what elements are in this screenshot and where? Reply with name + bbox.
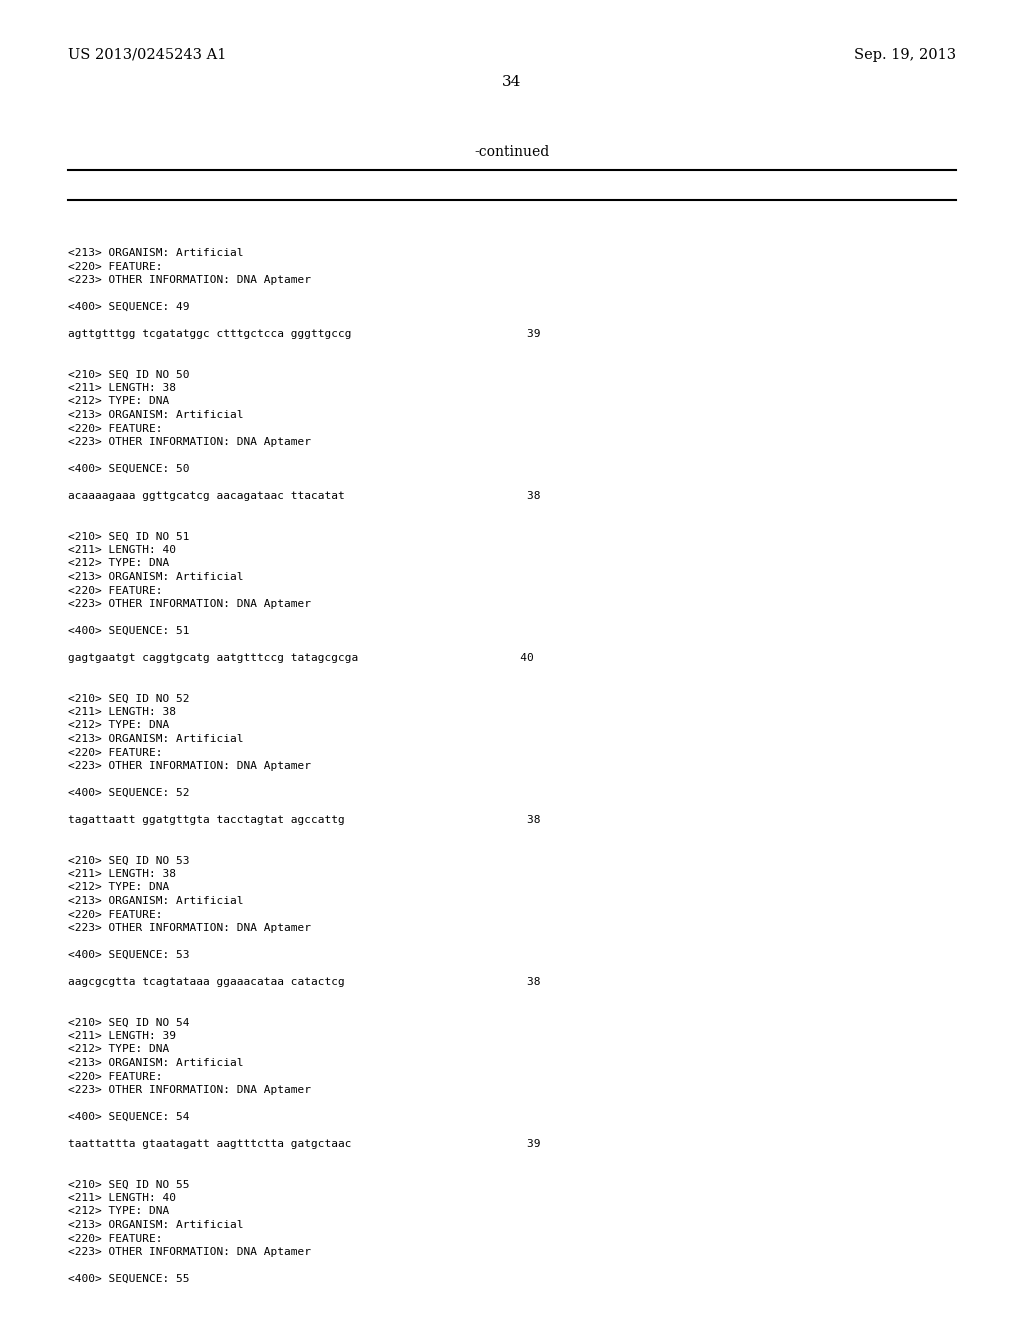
Text: <223> OTHER INFORMATION: DNA Aptamer: <223> OTHER INFORMATION: DNA Aptamer (68, 762, 311, 771)
Text: US 2013/0245243 A1: US 2013/0245243 A1 (68, 48, 226, 62)
Text: <212> TYPE: DNA: <212> TYPE: DNA (68, 1206, 169, 1217)
Text: <223> OTHER INFORMATION: DNA Aptamer: <223> OTHER INFORMATION: DNA Aptamer (68, 275, 311, 285)
Text: <223> OTHER INFORMATION: DNA Aptamer: <223> OTHER INFORMATION: DNA Aptamer (68, 599, 311, 609)
Text: <210> SEQ ID NO 55: <210> SEQ ID NO 55 (68, 1180, 189, 1189)
Text: <400> SEQUENCE: 54: <400> SEQUENCE: 54 (68, 1111, 189, 1122)
Text: <223> OTHER INFORMATION: DNA Aptamer: <223> OTHER INFORMATION: DNA Aptamer (68, 437, 311, 447)
Text: <220> FEATURE:: <220> FEATURE: (68, 747, 163, 758)
Text: <213> ORGANISM: Artificial: <213> ORGANISM: Artificial (68, 248, 244, 257)
Text: <213> ORGANISM: Artificial: <213> ORGANISM: Artificial (68, 1220, 244, 1230)
Text: <211> LENGTH: 40: <211> LENGTH: 40 (68, 545, 176, 554)
Text: <211> LENGTH: 38: <211> LENGTH: 38 (68, 869, 176, 879)
Text: <213> ORGANISM: Artificial: <213> ORGANISM: Artificial (68, 1059, 244, 1068)
Text: <400> SEQUENCE: 52: <400> SEQUENCE: 52 (68, 788, 189, 799)
Text: aagcgcgtta tcagtataaa ggaaacataa catactcg                           38: aagcgcgtta tcagtataaa ggaaacataa catactc… (68, 977, 541, 987)
Text: acaaaagaaa ggttgcatcg aacagataac ttacatat                           38: acaaaagaaa ggttgcatcg aacagataac ttacata… (68, 491, 541, 502)
Text: <400> SEQUENCE: 55: <400> SEQUENCE: 55 (68, 1274, 189, 1284)
Text: <211> LENGTH: 40: <211> LENGTH: 40 (68, 1193, 176, 1203)
Text: -continued: -continued (474, 145, 550, 158)
Text: <220> FEATURE:: <220> FEATURE: (68, 909, 163, 920)
Text: <210> SEQ ID NO 52: <210> SEQ ID NO 52 (68, 693, 189, 704)
Text: <212> TYPE: DNA: <212> TYPE: DNA (68, 558, 169, 569)
Text: <213> ORGANISM: Artificial: <213> ORGANISM: Artificial (68, 411, 244, 420)
Text: <220> FEATURE:: <220> FEATURE: (68, 586, 163, 595)
Text: <213> ORGANISM: Artificial: <213> ORGANISM: Artificial (68, 572, 244, 582)
Text: <400> SEQUENCE: 50: <400> SEQUENCE: 50 (68, 465, 189, 474)
Text: Sep. 19, 2013: Sep. 19, 2013 (854, 48, 956, 62)
Text: <211> LENGTH: 38: <211> LENGTH: 38 (68, 708, 176, 717)
Text: agttgtttgg tcgatatggc ctttgctcca gggttgccg                          39: agttgtttgg tcgatatggc ctttgctcca gggttgc… (68, 329, 541, 339)
Text: <211> LENGTH: 39: <211> LENGTH: 39 (68, 1031, 176, 1041)
Text: <400> SEQUENCE: 49: <400> SEQUENCE: 49 (68, 302, 189, 312)
Text: <212> TYPE: DNA: <212> TYPE: DNA (68, 883, 169, 892)
Text: gagtgaatgt caggtgcatg aatgtttccg tatagcgcga                        40: gagtgaatgt caggtgcatg aatgtttccg tatagcg… (68, 653, 534, 663)
Text: <211> LENGTH: 38: <211> LENGTH: 38 (68, 383, 176, 393)
Text: <212> TYPE: DNA: <212> TYPE: DNA (68, 1044, 169, 1055)
Text: <212> TYPE: DNA: <212> TYPE: DNA (68, 721, 169, 730)
Text: <220> FEATURE:: <220> FEATURE: (68, 1233, 163, 1243)
Text: <220> FEATURE:: <220> FEATURE: (68, 424, 163, 433)
Text: <220> FEATURE:: <220> FEATURE: (68, 1072, 163, 1081)
Text: tagattaatt ggatgttgta tacctagtat agccattg                           38: tagattaatt ggatgttgta tacctagtat agccatt… (68, 814, 541, 825)
Text: <210> SEQ ID NO 54: <210> SEQ ID NO 54 (68, 1018, 189, 1027)
Text: <210> SEQ ID NO 50: <210> SEQ ID NO 50 (68, 370, 189, 380)
Text: taattattta gtaatagatt aagtttctta gatgctaac                          39: taattattta gtaatagatt aagtttctta gatgcta… (68, 1139, 541, 1148)
Text: 34: 34 (503, 75, 521, 88)
Text: <223> OTHER INFORMATION: DNA Aptamer: <223> OTHER INFORMATION: DNA Aptamer (68, 1085, 311, 1096)
Text: <400> SEQUENCE: 53: <400> SEQUENCE: 53 (68, 950, 189, 960)
Text: <212> TYPE: DNA: <212> TYPE: DNA (68, 396, 169, 407)
Text: <400> SEQUENCE: 51: <400> SEQUENCE: 51 (68, 626, 189, 636)
Text: <213> ORGANISM: Artificial: <213> ORGANISM: Artificial (68, 734, 244, 744)
Text: <210> SEQ ID NO 51: <210> SEQ ID NO 51 (68, 532, 189, 541)
Text: <220> FEATURE:: <220> FEATURE: (68, 261, 163, 272)
Text: <223> OTHER INFORMATION: DNA Aptamer: <223> OTHER INFORMATION: DNA Aptamer (68, 1247, 311, 1257)
Text: <210> SEQ ID NO 53: <210> SEQ ID NO 53 (68, 855, 189, 866)
Text: <213> ORGANISM: Artificial: <213> ORGANISM: Artificial (68, 896, 244, 906)
Text: <223> OTHER INFORMATION: DNA Aptamer: <223> OTHER INFORMATION: DNA Aptamer (68, 923, 311, 933)
